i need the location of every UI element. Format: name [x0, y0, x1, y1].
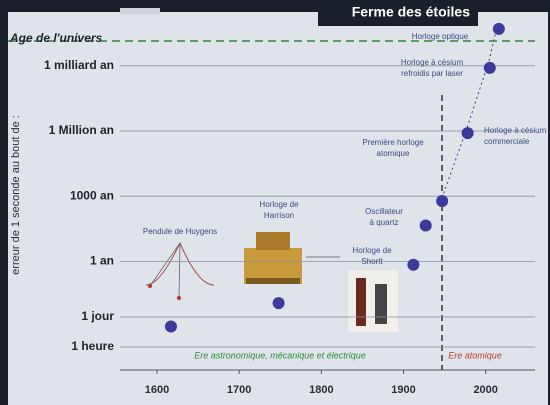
- point-label: Shortt: [361, 257, 383, 266]
- y-tick-label: 1 jour: [81, 309, 114, 323]
- point-label: Première horloge: [362, 138, 424, 147]
- page: Ferme des étoiles erreur de 1 seconde au…: [0, 0, 550, 405]
- era-label: Ere atomique: [448, 350, 502, 360]
- point-label: Pendule de Huygens: [143, 227, 217, 236]
- x-tick-label: 1900: [391, 384, 415, 396]
- y-axis-title: erreur de 1 seconde au bout de :: [10, 115, 22, 275]
- x-tick-label: 1600: [145, 384, 169, 396]
- point: [484, 62, 496, 74]
- point: [420, 219, 432, 231]
- y-tick-label: 1 Million an: [49, 123, 114, 137]
- y-tick-label: 1 milliard an: [44, 58, 114, 72]
- point: [273, 297, 285, 309]
- point-label: Horloge optique: [412, 32, 469, 41]
- watermark: Ferme des étoiles: [352, 4, 470, 20]
- x-tick-label: 2000: [473, 384, 497, 396]
- point-label: atomique: [377, 149, 410, 158]
- point-label: Harrison: [264, 211, 294, 220]
- point: [407, 259, 419, 271]
- y-tick-label: 1 heure: [71, 339, 114, 353]
- chart: Ferme des étoiles erreur de 1 seconde au…: [0, 0, 550, 405]
- point: [165, 321, 177, 333]
- x-tick-label: 1700: [227, 384, 251, 396]
- x-tick-label: 1800: [309, 384, 333, 396]
- point-label: Horloge à césium: [484, 126, 547, 135]
- point-label: refroidis par laser: [401, 69, 463, 78]
- point-label: commerciale: [484, 137, 530, 146]
- point-label: Horloge de: [259, 200, 299, 209]
- point-label: Horloge de: [352, 246, 392, 255]
- point-label: Horloge à césium: [401, 58, 464, 67]
- point: [436, 195, 448, 207]
- shortt-illustration: [348, 270, 398, 332]
- point: [493, 23, 505, 35]
- y-tick-label: Age de l'univers: [9, 31, 103, 45]
- slide-edge: [120, 8, 160, 14]
- era-label: Ere astronomique, mécanique et électriqu…: [194, 350, 366, 360]
- y-tick-label: 1000 an: [70, 188, 114, 202]
- point-label: Oscillateur: [365, 207, 403, 216]
- y-tick-label: 1 an: [90, 254, 114, 268]
- point: [462, 127, 474, 139]
- point-label: à quartz: [370, 218, 399, 227]
